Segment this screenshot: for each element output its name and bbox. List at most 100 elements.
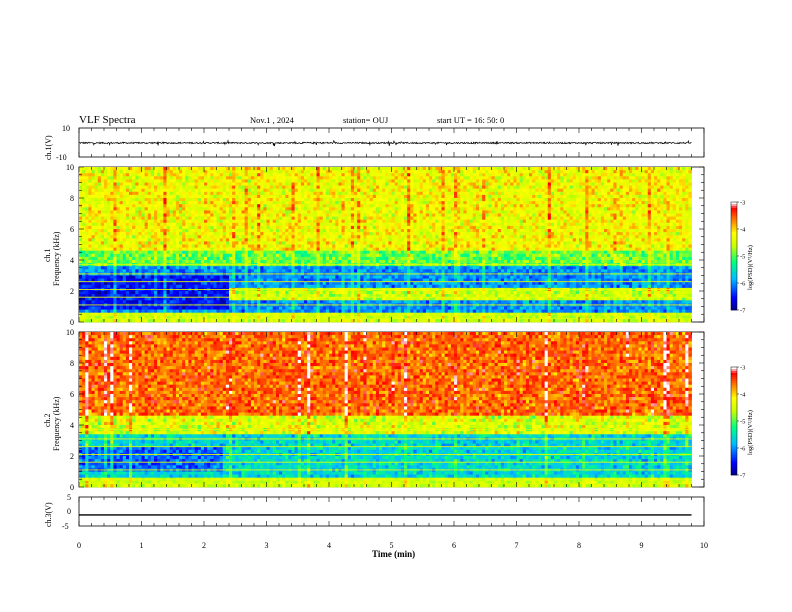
spectrogram-cell [648, 214, 652, 218]
spectrogram-cell [260, 235, 264, 239]
spectrogram-cell [335, 238, 339, 242]
spectrogram-cell [492, 167, 496, 171]
spectrogram-cell [423, 167, 427, 171]
spectrogram-cell [210, 241, 214, 245]
spectrogram-cell [660, 189, 664, 193]
spectrogram-cell [498, 195, 502, 199]
spectrogram-cell [310, 229, 314, 233]
spectrogram-cell [173, 214, 177, 218]
spectrogram-cell [248, 201, 252, 205]
spectrogram-cell [407, 217, 411, 221]
spectrogram-cell [479, 198, 483, 202]
spectrogram-cell [135, 229, 139, 233]
spectrogram-cell [298, 179, 302, 183]
spectrogram-cell [142, 189, 146, 193]
spectrogram-cell [154, 223, 158, 227]
spectrogram-cell [198, 198, 202, 202]
spectrogram-cell [367, 217, 371, 221]
spectrogram-cell [482, 198, 486, 202]
spectrogram-cell [235, 186, 239, 190]
spectrogram-cell [579, 192, 583, 196]
spectrogram-cell [313, 183, 317, 187]
spectrogram-cell [232, 238, 236, 242]
spectrogram-cell [660, 232, 664, 236]
spectrogram-cell [517, 195, 521, 199]
spectrogram-cell [351, 173, 355, 177]
spectrogram-cell [223, 176, 227, 180]
spectrogram-cell [617, 167, 621, 171]
spectrogram-cell [626, 192, 630, 196]
spectrogram-cell [370, 229, 374, 233]
spectrogram-cell [504, 207, 508, 211]
spectrogram-cell [357, 204, 361, 208]
spectrogram-cell [445, 210, 449, 214]
spectrogram-cell [363, 201, 367, 205]
spectrogram-cell [623, 229, 627, 233]
spectrogram-cell [595, 226, 599, 230]
spectrogram-cell [104, 173, 108, 177]
spectrogram-cell [538, 226, 542, 230]
spectrogram-cell [182, 238, 186, 242]
spectrogram-cell [270, 223, 274, 227]
spectrogram-cell [398, 207, 402, 211]
spectrogram-cell [648, 176, 652, 180]
spectrogram-cell [223, 170, 227, 174]
spectrogram-cell [179, 217, 183, 221]
spectrogram-cell [548, 170, 552, 174]
spectrogram-cell [92, 198, 96, 202]
spectrogram-cell [292, 207, 296, 211]
spectrogram-cell [210, 238, 214, 242]
spectrogram-cell [292, 186, 296, 190]
spectrogram-cell [376, 232, 380, 236]
spectrogram-cell [120, 204, 124, 208]
spectrogram-cell [554, 201, 558, 205]
spectrogram-cell [254, 173, 258, 177]
spectrogram-cell [254, 167, 258, 171]
spectrogram-cell [651, 170, 655, 174]
spectrogram-cell [163, 238, 167, 242]
spectrogram-cell [220, 220, 224, 224]
spectrogram-cell [551, 179, 555, 183]
spectrogram-cell [442, 179, 446, 183]
spectrogram-cell [160, 214, 164, 218]
spectrogram-cell [332, 167, 336, 171]
spectrogram-cell [323, 201, 327, 205]
spectrogram-cell [167, 179, 171, 183]
spectrogram-cell [154, 192, 158, 196]
spectrogram-cell [479, 183, 483, 187]
spectrogram-cell [667, 238, 671, 242]
spectrogram-cell [363, 170, 367, 174]
spectrogram-cell [82, 223, 86, 227]
spectrogram-cell [629, 179, 633, 183]
spectrogram-cell [104, 198, 108, 202]
spectrogram-cell [338, 170, 342, 174]
spectrogram-cell [582, 214, 586, 218]
spectrogram-cell [488, 192, 492, 196]
spectrogram-cell [495, 210, 499, 214]
spectrogram-cell [554, 217, 558, 221]
spectrogram-cell [142, 238, 146, 242]
spectrogram-cell [492, 176, 496, 180]
spectrogram-cell [610, 235, 614, 239]
spectrogram-cell [135, 238, 139, 242]
spectrogram-cell [110, 204, 114, 208]
spectrogram-cell [342, 183, 346, 187]
spectrogram-cell [345, 186, 349, 190]
spectrogram-cell [601, 176, 605, 180]
spectrogram-cell [407, 241, 411, 245]
spectrogram-cell [263, 189, 267, 193]
spectrogram-cell [335, 232, 339, 236]
spectrogram-cell [617, 238, 621, 242]
spectrogram-cell [620, 173, 624, 177]
spectrogram-cell [448, 214, 452, 218]
spectrogram-cell [154, 214, 158, 218]
spectrogram-cell [563, 241, 567, 245]
spectrogram-cell [660, 195, 664, 199]
spectrogram-cell [457, 238, 461, 242]
spectrogram-cell [635, 167, 639, 171]
spectrogram-cell [207, 170, 211, 174]
spectrogram-cell [235, 238, 239, 242]
spectrogram-cell [345, 183, 349, 187]
spectrogram-cell [532, 214, 536, 218]
spectrogram-cell [645, 235, 649, 239]
